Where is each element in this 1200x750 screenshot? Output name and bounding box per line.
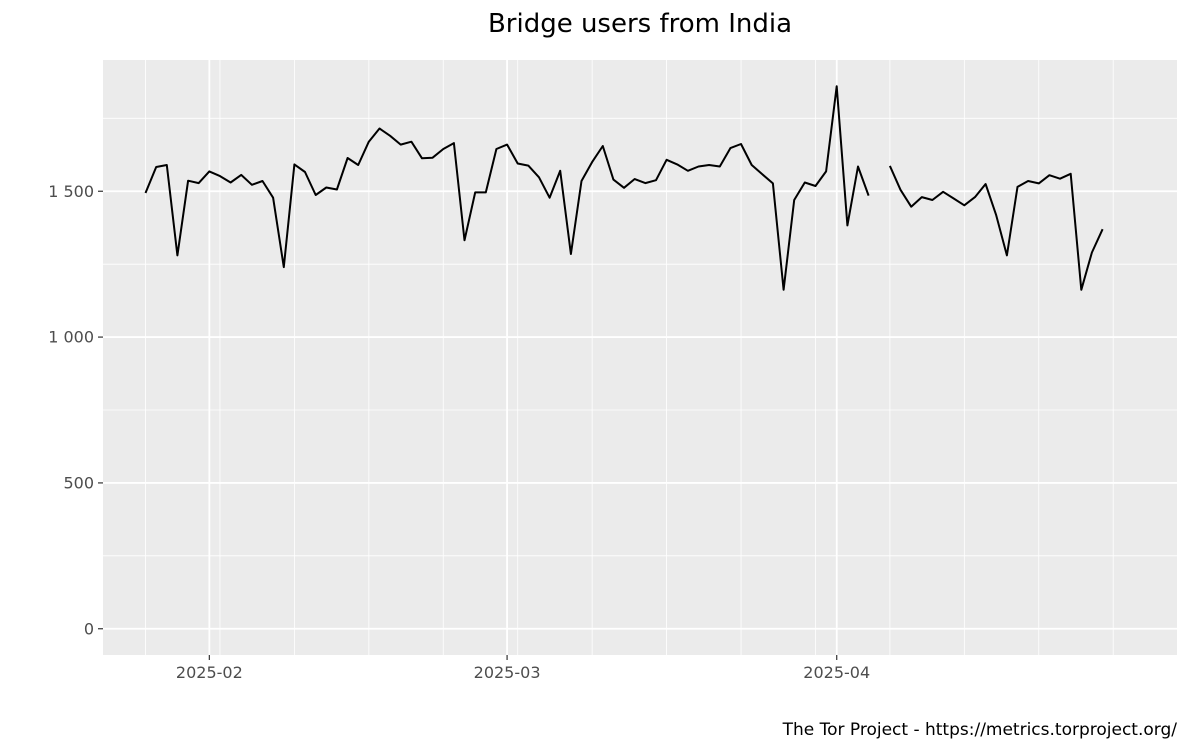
x-tick-label: 2025-03 <box>474 663 541 682</box>
series-line <box>144 85 870 291</box>
series-layer <box>144 85 1104 291</box>
chart-title: Bridge users from India <box>488 9 792 39</box>
y-tick-label: 0 <box>84 619 94 638</box>
x-axis: 2025-02 2025-03 2025-04 <box>176 655 870 682</box>
y-tick-label: 1 500 <box>48 182 94 201</box>
y-axis: 0 500 1 000 1 500 <box>48 182 103 638</box>
y-tick-label: 1 000 <box>48 328 94 347</box>
chart-caption: The Tor Project - https://metrics.torpro… <box>782 720 1178 740</box>
plot-panel <box>103 60 1177 655</box>
x-tick-label: 2025-04 <box>803 663 870 682</box>
series-line <box>888 165 1104 291</box>
y-tick-label: 500 <box>63 473 94 492</box>
major-gridlines <box>103 60 1177 655</box>
x-tick-label: 2025-02 <box>176 663 243 682</box>
